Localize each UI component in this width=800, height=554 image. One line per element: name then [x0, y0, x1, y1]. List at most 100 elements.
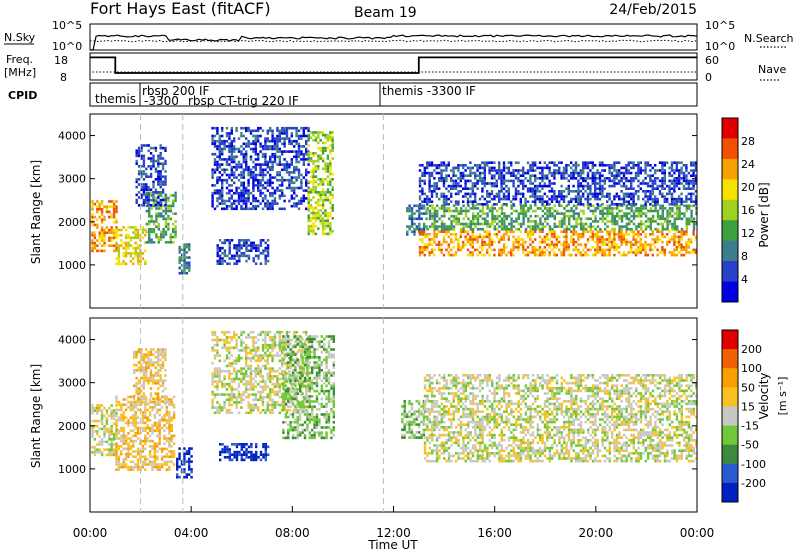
power-panel-cell — [579, 233, 582, 236]
velocity-panel-cell — [172, 452, 176, 456]
power-panel-cell — [183, 266, 186, 270]
velocity-panel-cell — [147, 379, 150, 382]
power-panel-cell — [682, 187, 686, 190]
power-panel-cell — [235, 168, 238, 172]
power-panel-cell — [162, 209, 165, 213]
velocity-panel-cell — [100, 451, 104, 454]
power-panel-cell — [235, 252, 239, 255]
velocity-panel-cell — [154, 402, 157, 406]
power-panel-cell — [433, 214, 436, 218]
power-panel-cell — [98, 241, 101, 245]
power-panel-cell — [326, 188, 330, 191]
power-panel-cell — [589, 169, 592, 172]
velocity-panel-cell — [134, 416, 137, 419]
velocity-panel-cell — [146, 463, 149, 466]
power-panel-cell — [483, 253, 486, 257]
power-panel-cell — [488, 230, 491, 233]
power-panel-cell — [428, 184, 431, 188]
power-panel-cell — [418, 190, 422, 193]
power-panel-cell — [671, 207, 674, 210]
power-panel-cell — [172, 199, 175, 202]
power-panel-cell — [312, 133, 315, 137]
power-panel-cell — [269, 160, 272, 164]
velocity-panel-cell — [149, 395, 153, 398]
power-panel-cell — [666, 233, 669, 236]
power-panel-cell — [428, 161, 431, 164]
power-panel-cell — [538, 248, 542, 252]
power-panel-cell — [93, 202, 97, 206]
power-panel-cell — [512, 225, 516, 228]
velocity-panel-cell — [158, 421, 161, 425]
power-panel-cell — [142, 204, 146, 207]
power-panel-cell — [685, 207, 688, 210]
power-panel-cell — [503, 212, 506, 215]
power-panel-cell — [486, 243, 489, 246]
power-panel-cell — [266, 202, 269, 205]
velocity-panel-cell — [148, 452, 152, 456]
power-panel-cell — [548, 190, 551, 193]
power-panel-cell — [589, 197, 592, 201]
power-panel-cell — [238, 246, 241, 250]
power-panel-cell — [167, 209, 170, 213]
power-panel-cell — [314, 214, 318, 217]
velocity-panel-cell — [133, 395, 136, 398]
power-panel-cell — [137, 183, 141, 186]
power-panel-cell — [558, 169, 561, 172]
power-panel-cell — [321, 193, 325, 197]
velocity-panel-cell — [160, 426, 164, 430]
power-panel-cell — [464, 222, 468, 226]
power-panel-cell — [464, 230, 467, 233]
power-panel-cell — [183, 243, 186, 246]
power-panel-cell — [514, 240, 518, 244]
velocity-panel-cell — [149, 387, 153, 390]
power-panel-cell — [553, 253, 556, 257]
power-panel-cell — [505, 179, 508, 183]
power-panel-cell — [462, 217, 465, 221]
power-panel-cell — [331, 193, 334, 197]
power-panel-cell — [682, 200, 686, 203]
power-panel-cell — [149, 152, 153, 155]
power-panel-cell — [307, 163, 310, 166]
velocity-panel-cell — [127, 406, 130, 409]
power-panel-cell — [622, 238, 626, 241]
velocity-panel-cell — [148, 434, 152, 438]
velocity-panel-cell — [231, 458, 234, 462]
power-panel-cell — [594, 217, 597, 221]
power-panel-cell — [616, 207, 619, 210]
power-panel-cell — [534, 187, 537, 190]
power-panel-cell — [678, 187, 681, 190]
power-panel-cell — [259, 178, 262, 182]
power-panel-cell — [443, 204, 446, 208]
velocity-panel-cell — [159, 397, 162, 401]
power-panel-cell — [324, 232, 327, 236]
power-panel-cell — [162, 217, 165, 221]
power-panel-cell — [142, 154, 146, 158]
power-panel-cell — [161, 198, 165, 202]
velocity-panel-cell — [165, 447, 169, 451]
power-panel-cell — [510, 174, 513, 177]
velocity-panel-cell — [140, 376, 143, 380]
power-panel-cell — [505, 184, 508, 188]
power-panel-cell — [314, 217, 318, 220]
velocity-panel-cell — [156, 421, 159, 425]
power-panel-cell — [218, 158, 221, 161]
power-panel-cell — [230, 189, 233, 192]
power-panel-cell — [421, 233, 424, 236]
power-panel-cell — [264, 197, 267, 200]
power-panel-cell — [536, 227, 540, 231]
velocity-panel-cell — [243, 450, 246, 454]
power-panel-cell — [522, 251, 525, 254]
power-panel-cell — [582, 164, 585, 167]
velocity-panel-cell — [112, 422, 116, 425]
velocity-panel-cell — [170, 445, 173, 448]
velocity-panel-cell — [110, 412, 113, 415]
velocity-panel-cell — [141, 465, 145, 469]
power-panel-cell — [140, 172, 143, 176]
power-panel-cell — [680, 200, 683, 203]
power-panel-cell — [596, 246, 599, 249]
power-panel-cell — [240, 254, 243, 258]
power-panel-cell — [295, 204, 298, 208]
power-panel-cell — [490, 238, 494, 241]
power-panel-cell — [630, 214, 633, 218]
power-panel-cell — [613, 217, 616, 221]
